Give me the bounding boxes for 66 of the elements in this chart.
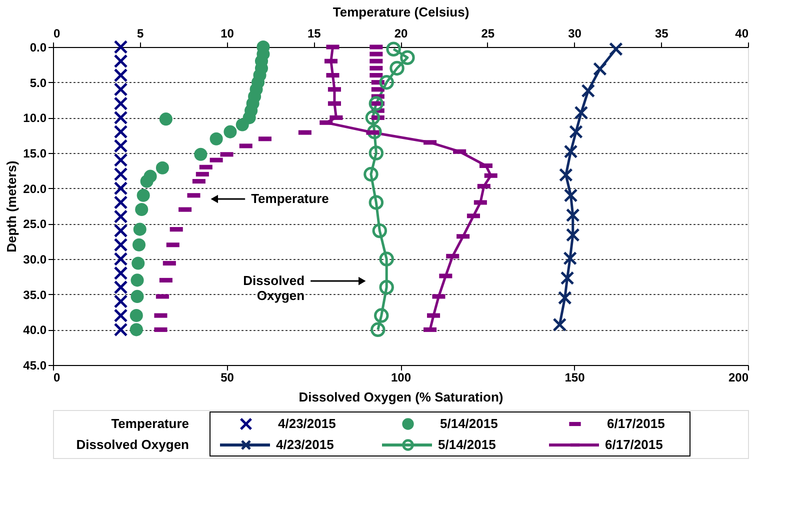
point [581, 84, 596, 98]
x2-tick-label: 5 [137, 26, 144, 40]
annotation: Temperature [251, 191, 329, 206]
text: Temperature [111, 416, 189, 431]
x-tick-label: 150 [564, 370, 586, 384]
point [566, 208, 580, 222]
x2-tick-label: 40 [735, 26, 749, 40]
x2-tick-label: 10 [220, 26, 234, 40]
y-tick-label: 0.0 [30, 40, 47, 54]
y-tick-label: 20.0 [23, 182, 47, 196]
legend-label: 6/17/2015 [605, 437, 663, 452]
x-axis-title: Dissolved Oxygen (% Saturation) [298, 390, 504, 404]
x2-tick-label: 30 [568, 26, 582, 40]
point [564, 144, 578, 159]
x-tick-label: 50 [220, 370, 234, 384]
point [390, 60, 404, 76]
point [386, 42, 401, 56]
point [609, 42, 623, 56]
legend-label: 4/23/2015 [276, 437, 334, 452]
x2-tick-label: 25 [481, 26, 495, 40]
point [367, 124, 382, 140]
point [368, 96, 384, 111]
point [370, 322, 386, 338]
point [558, 290, 572, 305]
x-tick-label: 100 [390, 370, 412, 384]
point [558, 168, 573, 182]
point [560, 271, 574, 286]
x2-tick-label: 0 [54, 26, 60, 40]
point [379, 74, 394, 90]
point [368, 195, 384, 210]
y-tick-label: 10.0 [23, 111, 47, 126]
y-tick-label: 25.0 [23, 217, 47, 232]
y-tick-label: 5.0 [30, 76, 47, 90]
text: Dissolved Oxygen [76, 437, 190, 452]
point [365, 110, 380, 126]
point [566, 228, 580, 242]
x2-tick-label: 20 [394, 26, 408, 40]
y-tick-label: 35.0 [23, 288, 47, 302]
point [593, 62, 607, 76]
point [364, 166, 378, 182]
point [368, 146, 384, 160]
x2-axis-title: Temperature (Celsius) [332, 4, 470, 20]
point [552, 318, 567, 332]
y-tick-label: 30.0 [23, 252, 47, 266]
point [574, 106, 588, 120]
legend-label: 5/14/2015 [440, 416, 498, 431]
legend-label: 6/17/2015 [607, 416, 665, 431]
y-tick-label: 15.0 [23, 146, 47, 160]
point [372, 223, 388, 238]
y-axis-title: Depth (meters) [4, 160, 20, 252]
point [379, 280, 394, 295]
annotation: Dissolved Oxygen [243, 273, 305, 304]
point [379, 252, 394, 266]
y-tick-label: 45.0 [23, 358, 47, 372]
point [564, 188, 578, 202]
point [374, 308, 389, 323]
y-tick-label: 40.0 [23, 323, 47, 338]
x-tick-label: 200 [728, 370, 749, 384]
x2-tick-label: 35 [654, 26, 669, 40]
legend-label: 5/14/2015 [438, 437, 496, 452]
point [563, 251, 578, 266]
point [569, 124, 583, 139]
x-tick-label: 0 [54, 370, 60, 384]
legend-label: 4/23/2015 [278, 416, 336, 431]
point [400, 50, 415, 65]
x2-tick-label: 15 [307, 26, 322, 40]
